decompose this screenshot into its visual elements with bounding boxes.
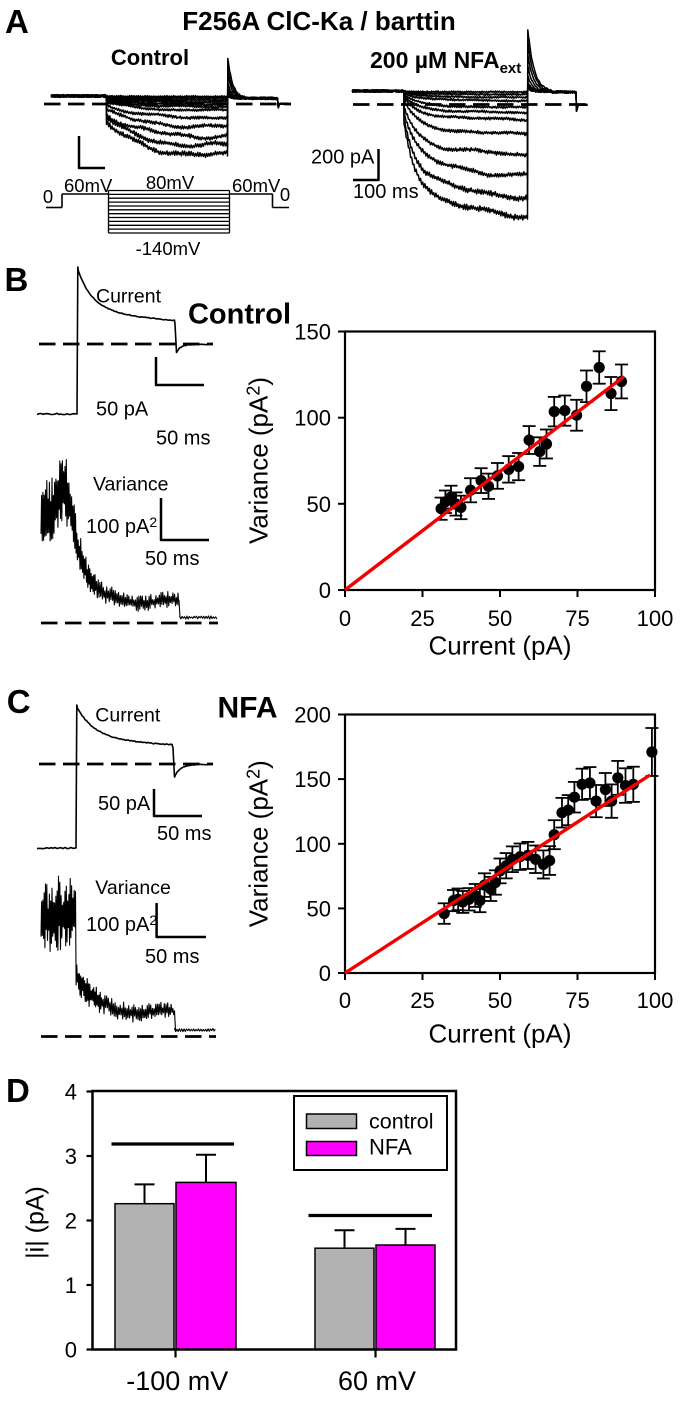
svg-text:Variance (pA2): Variance (pA2) <box>244 760 274 927</box>
svg-text:100: 100 <box>294 832 331 857</box>
svg-text:50: 50 <box>488 606 512 631</box>
svg-text:75: 75 <box>565 988 589 1013</box>
svg-text:0: 0 <box>65 1338 77 1363</box>
svg-text:C: C <box>7 683 31 720</box>
svg-text:4: 4 <box>65 1080 77 1105</box>
svg-text:100 ms: 100 ms <box>353 181 419 203</box>
svg-text:50 ms: 50 ms <box>145 946 199 968</box>
svg-text:Control: Control <box>111 45 189 70</box>
svg-text:0: 0 <box>339 988 351 1013</box>
svg-text:100: 100 <box>637 606 674 631</box>
svg-text:Current (pA): Current (pA) <box>428 631 571 661</box>
svg-text:B: B <box>5 261 29 298</box>
svg-text:0: 0 <box>319 578 331 603</box>
svg-text:Control: Control <box>188 298 291 330</box>
svg-text:60mV: 60mV <box>64 175 113 196</box>
svg-text:50 ms: 50 ms <box>145 548 199 570</box>
svg-text:150: 150 <box>294 320 331 345</box>
svg-text:80mV: 80mV <box>146 172 195 193</box>
svg-text:200 µM NFAext: 200 µM NFAext <box>370 47 521 77</box>
svg-text:200 pA: 200 pA <box>311 147 375 169</box>
svg-text:A: A <box>5 3 29 40</box>
svg-text:Variance: Variance <box>95 877 171 899</box>
svg-text:Current: Current <box>96 286 162 308</box>
svg-text:Variance (pA2): Variance (pA2) <box>244 377 274 544</box>
svg-text:-140mV: -140mV <box>136 238 201 259</box>
svg-text:50: 50 <box>488 988 512 1013</box>
svg-text:50: 50 <box>307 896 331 921</box>
svg-text:60 mV: 60 mV <box>338 1366 416 1396</box>
svg-text:25: 25 <box>410 606 434 631</box>
svg-text:F256A ClC-Ka / barttin: F256A ClC-Ka / barttin <box>182 6 456 36</box>
svg-text:Variance: Variance <box>93 474 169 496</box>
svg-text:1: 1 <box>65 1273 77 1298</box>
svg-text:3: 3 <box>65 1144 77 1169</box>
svg-text:0: 0 <box>280 184 290 205</box>
svg-text:0: 0 <box>43 186 53 207</box>
svg-text:0: 0 <box>319 961 331 986</box>
svg-text:25: 25 <box>410 988 434 1013</box>
svg-text:50 ms: 50 ms <box>157 823 211 845</box>
svg-text:50 pA: 50 pA <box>96 399 149 421</box>
svg-text:2: 2 <box>65 1209 77 1234</box>
svg-text:control: control <box>369 1110 434 1134</box>
svg-text:150: 150 <box>294 767 331 792</box>
svg-text:60mV: 60mV <box>232 175 281 196</box>
svg-text:D: D <box>6 1072 30 1109</box>
svg-text:100: 100 <box>294 406 331 431</box>
svg-text:75: 75 <box>565 606 589 631</box>
svg-text:Current: Current <box>95 704 161 726</box>
svg-text:0: 0 <box>339 606 351 631</box>
svg-text:-100 mV: -100 mV <box>126 1366 228 1396</box>
svg-text:|i| (pA): |i| (pA) <box>22 1186 50 1259</box>
svg-text:Current (pA): Current (pA) <box>428 1019 571 1049</box>
svg-text:100 pA2: 100 pA2 <box>86 514 157 538</box>
svg-text:NFA: NFA <box>369 1135 412 1160</box>
svg-text:200: 200 <box>294 703 331 728</box>
svg-text:50 ms: 50 ms <box>156 427 210 449</box>
svg-text:NFA: NFA <box>218 692 278 725</box>
svg-text:100 pA2: 100 pA2 <box>86 912 157 936</box>
svg-text:50: 50 <box>307 492 331 517</box>
svg-text:100: 100 <box>637 988 674 1013</box>
svg-text:50 pA: 50 pA <box>98 793 151 815</box>
